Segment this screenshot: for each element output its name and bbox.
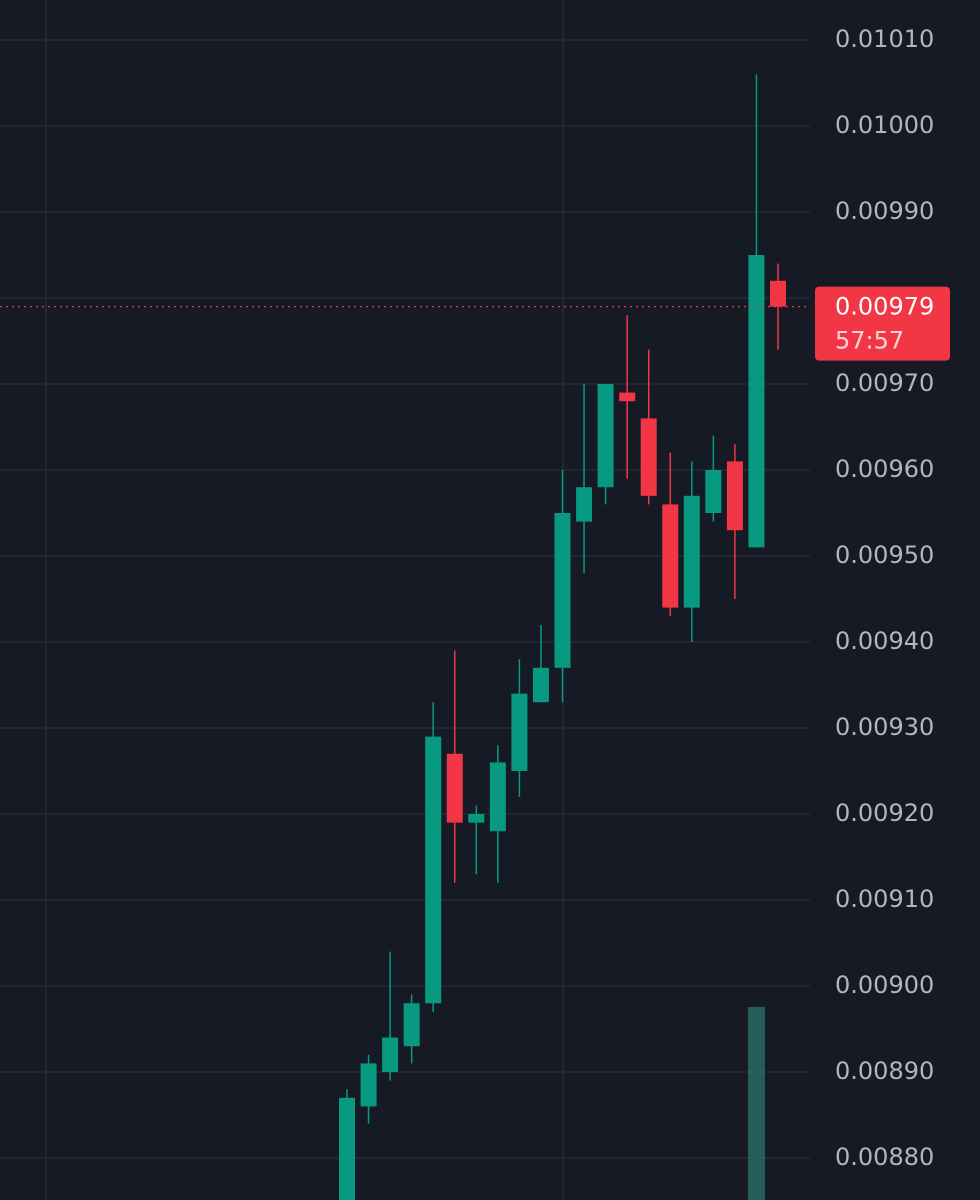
candle-body [403,1003,420,1047]
countdown-label: 57:57 [835,327,904,355]
price-box [815,286,950,361]
price-label: 0.00979 [835,293,934,321]
candle-body [576,487,593,522]
candle-body [683,495,700,608]
candle-body [597,384,614,488]
candle-body [748,254,765,548]
candle-body [619,392,636,402]
candle-body [662,504,679,608]
candle-body [425,736,442,1004]
y-tick-label: 0.00900 [835,971,934,999]
candle-body [446,753,463,823]
candle-body [770,280,786,307]
y-tick-label: 0.00920 [835,799,934,827]
y-tick-label: 0.01000 [835,111,934,139]
y-axis: 0.010100.010000.009900.009800.009700.009… [835,25,934,1171]
y-tick-label: 0.00950 [835,541,934,569]
y-tick-label: 0.00910 [835,885,934,913]
y-tick-label: 0.00880 [835,1143,934,1171]
candle-body [705,470,722,514]
candle-body [382,1037,399,1073]
candle-body [360,1063,377,1107]
price-marker: 0.00979 57:57 [0,286,950,361]
volume-bar [748,1007,765,1200]
y-tick-label: 0.00930 [835,713,934,741]
y-tick-label: 0.00940 [835,627,934,655]
candle-body [554,513,571,668]
candles [339,74,786,1200]
candle-body [339,1097,355,1200]
candle-body [532,667,549,703]
grid [0,39,810,1159]
candle-body [511,693,528,772]
candle-body [726,461,743,531]
candle-body [489,762,506,832]
y-tick-label: 0.00960 [835,455,934,483]
y-tick-label: 0.00990 [835,197,934,225]
y-tick-label: 0.01010 [835,25,934,53]
candle-body [640,418,657,496]
candle-body [468,814,485,823]
y-tick-label: 0.00890 [835,1057,934,1085]
y-tick-label: 0.00970 [835,369,934,397]
